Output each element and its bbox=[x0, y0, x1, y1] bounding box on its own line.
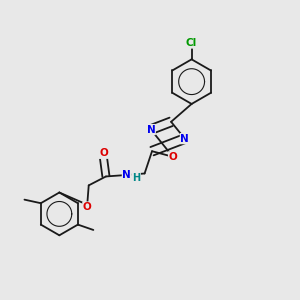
Text: H: H bbox=[132, 173, 140, 183]
Text: O: O bbox=[83, 202, 92, 212]
Text: N: N bbox=[180, 134, 189, 144]
Text: Cl: Cl bbox=[186, 38, 197, 48]
Text: O: O bbox=[99, 148, 108, 158]
Text: N: N bbox=[146, 124, 155, 135]
Text: O: O bbox=[169, 152, 177, 162]
Text: N: N bbox=[122, 170, 131, 180]
